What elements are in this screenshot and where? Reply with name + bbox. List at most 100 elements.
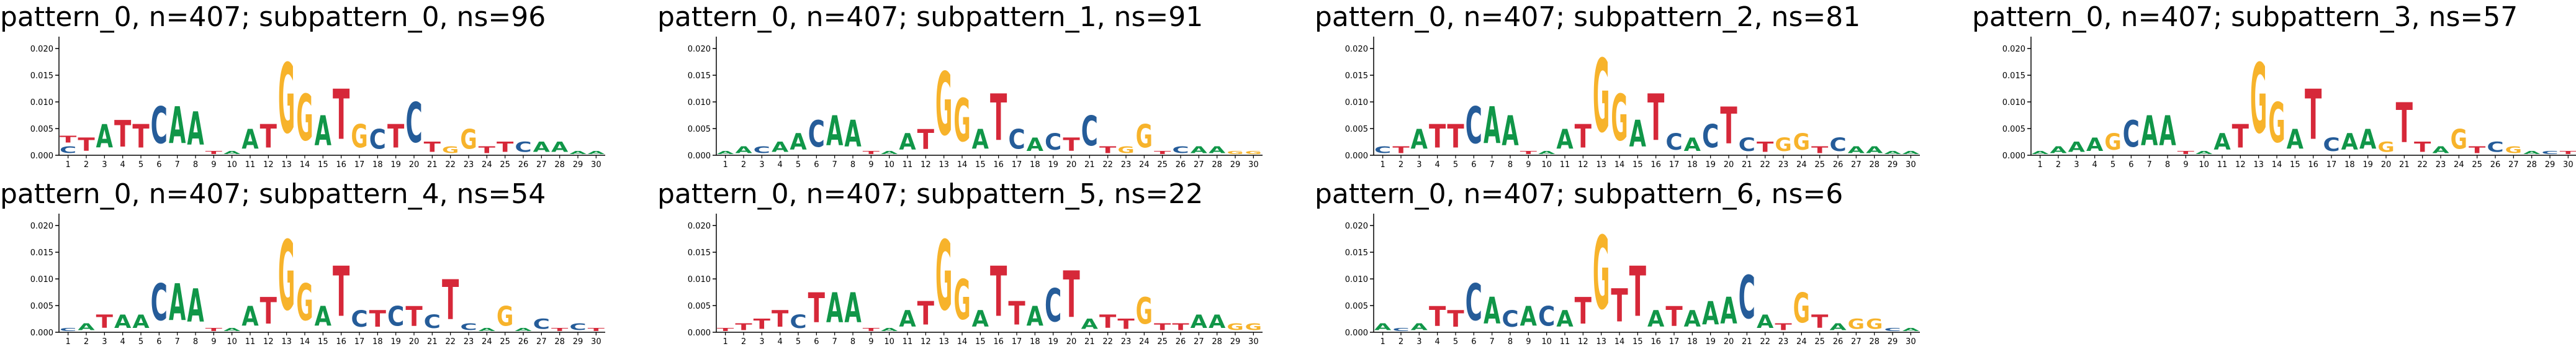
x-tick-label: 22 bbox=[1102, 337, 1113, 347]
logo-letter-T: T bbox=[2305, 75, 2322, 155]
x-tick-label: 10 bbox=[1541, 337, 1552, 347]
x-tick-label: 5 bbox=[1453, 160, 1458, 170]
x-tick-label: 27 bbox=[2508, 160, 2519, 170]
logo-letter-G: G bbox=[2377, 139, 2394, 155]
logo-letter-A: A bbox=[717, 150, 734, 156]
x-tick-label: 1 bbox=[723, 160, 728, 170]
logo-letter-C: C bbox=[1739, 134, 1755, 155]
logo-letter-T: T bbox=[260, 118, 277, 155]
logo-letter-A: A bbox=[735, 145, 752, 155]
y-tick-label: 0.020 bbox=[688, 45, 711, 54]
logo-letter-C: C bbox=[369, 123, 386, 155]
x-tick-label: 8 bbox=[1508, 160, 1513, 170]
logo-letter-T: T bbox=[1811, 145, 1829, 155]
logo-letter-C: C bbox=[387, 300, 404, 332]
x-tick-label: 21 bbox=[2399, 160, 2410, 170]
x-tick-label: 2 bbox=[2056, 160, 2061, 170]
y-tick-label: 0.020 bbox=[30, 45, 53, 54]
x-tick-label: 1 bbox=[2038, 160, 2043, 170]
x-tick-label: 19 bbox=[390, 337, 401, 347]
logo-letter-T: T bbox=[405, 301, 423, 332]
x-tick-label: 5 bbox=[796, 337, 801, 347]
x-tick-label: 23 bbox=[464, 337, 474, 347]
x-tick-label: 24 bbox=[1139, 337, 1150, 347]
logo-letter-T: T bbox=[2177, 150, 2195, 155]
logo-letter-A: A bbox=[1647, 307, 1664, 333]
x-tick-label: 17 bbox=[1669, 160, 1680, 170]
x-tick-label: 20 bbox=[409, 160, 420, 170]
panel-title: pattern_0, n=407; subpattern_0, ns=96 bbox=[0, 1, 546, 33]
y-tick-label: 0.020 bbox=[1345, 222, 1368, 231]
y-tick-label: 0.015 bbox=[2002, 71, 2025, 81]
x-tick-label: 22 bbox=[1102, 160, 1113, 170]
x-tick-label: 30 bbox=[1906, 337, 1916, 347]
logo-letter-A: A bbox=[315, 108, 331, 155]
logo-letter-A: A bbox=[972, 124, 989, 156]
logo-letter-A: A bbox=[2068, 140, 2086, 155]
x-tick-label: 16 bbox=[2308, 160, 2318, 170]
x-tick-label: 15 bbox=[975, 160, 986, 170]
logo-letter-G: G bbox=[442, 145, 459, 155]
logo-letter-T: T bbox=[1063, 134, 1079, 155]
x-tick-label: 21 bbox=[1742, 160, 1752, 170]
logo-letter-T: T bbox=[1720, 98, 1737, 156]
x-tick-label: 5 bbox=[138, 160, 143, 170]
y-tick-label: 0.010 bbox=[1345, 98, 1368, 107]
x-tick-label: 21 bbox=[427, 337, 438, 347]
logo-letter-A: A bbox=[1191, 145, 1207, 155]
logo-letter-T: T bbox=[1575, 118, 1592, 155]
logo-letter-A: A bbox=[1411, 322, 1428, 332]
x-tick-label: 10 bbox=[884, 337, 894, 347]
x-tick-label: 10 bbox=[227, 160, 237, 170]
logo-letter-A: A bbox=[1903, 327, 1920, 333]
x-tick-label: 24 bbox=[1796, 337, 1807, 347]
logo-letter-T: T bbox=[1008, 295, 1025, 332]
y-tick-label: 0.015 bbox=[688, 71, 711, 81]
x-tick-label: 16 bbox=[336, 337, 346, 347]
logo-letter-C: C bbox=[1466, 274, 1482, 332]
y-tick-label: 0.020 bbox=[688, 222, 711, 231]
x-tick-label: 24 bbox=[1796, 160, 1807, 170]
x-tick-label: 11 bbox=[1560, 160, 1570, 170]
y-tick-label: 0.005 bbox=[30, 125, 53, 134]
logo-letter-C: C bbox=[754, 145, 770, 155]
x-tick-label: 28 bbox=[554, 337, 565, 347]
logo-letter-A: A bbox=[1629, 114, 1647, 156]
logo-letter-A: A bbox=[772, 140, 789, 155]
x-tick-label: 23 bbox=[464, 160, 474, 170]
logo-letter-A: A bbox=[1538, 150, 1556, 156]
x-tick-label: 29 bbox=[573, 337, 583, 347]
logo-letter-T: T bbox=[990, 252, 1007, 332]
logo-letter-A: A bbox=[1720, 291, 1737, 333]
x-tick-label: 26 bbox=[2490, 160, 2501, 170]
x-tick-label: 28 bbox=[1869, 160, 1880, 170]
logo-letter-T: T bbox=[1117, 316, 1134, 332]
logo-letter-G: G bbox=[278, 44, 295, 156]
x-tick-label: 21 bbox=[1084, 160, 1095, 170]
x-tick-label: 29 bbox=[1888, 337, 1898, 347]
x-tick-label: 3 bbox=[2074, 160, 2079, 170]
logo-letter-T: T bbox=[1647, 82, 1664, 156]
logo-letter-T: T bbox=[551, 327, 569, 332]
x-tick-label: 9 bbox=[1526, 337, 1531, 347]
y-tick-label: 0.000 bbox=[30, 152, 53, 161]
logo-letter-T: T bbox=[442, 269, 459, 333]
logo-letter-T: T bbox=[205, 327, 223, 332]
logo-letter-G: G bbox=[1793, 129, 1810, 156]
x-tick-label: 11 bbox=[903, 160, 913, 170]
logo-letter-C: C bbox=[2541, 150, 2558, 155]
x-tick-label: 18 bbox=[372, 160, 383, 170]
logo-letter-A: A bbox=[1027, 301, 1043, 333]
logo-letter-T: T bbox=[2232, 118, 2249, 155]
x-tick-label: 23 bbox=[1121, 337, 1132, 347]
x-tick-label: 27 bbox=[1194, 160, 1204, 170]
logo-letter-C: C bbox=[2487, 140, 2503, 155]
logo-letter-A: A bbox=[223, 327, 241, 333]
logo-letter-A: A bbox=[826, 108, 843, 155]
x-tick-label: 1 bbox=[1380, 160, 1385, 170]
logo-letter-G: G bbox=[935, 54, 952, 155]
x-tick-label: 9 bbox=[211, 160, 216, 170]
y-tick-label: 0.005 bbox=[1345, 125, 1368, 134]
